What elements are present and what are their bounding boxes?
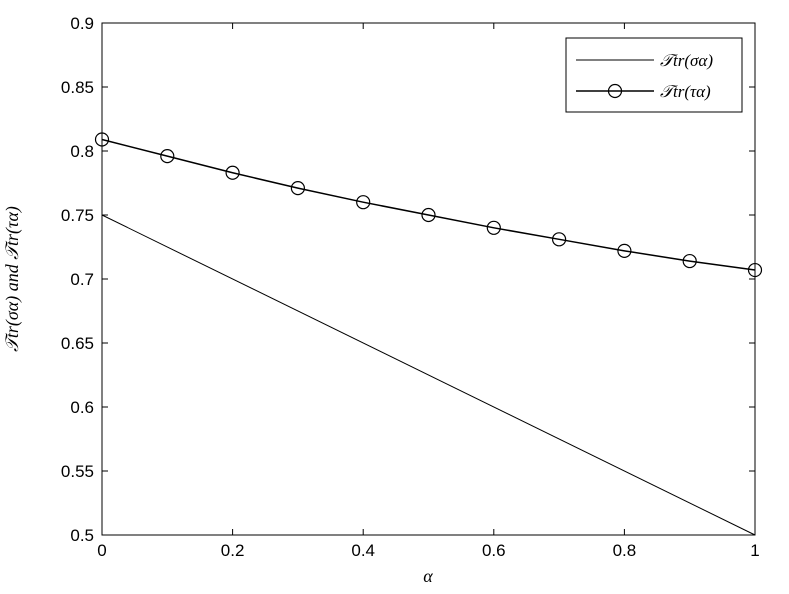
data-point (747, 262, 763, 278)
y-tick-label: 0.75 (61, 206, 94, 225)
data-point (421, 207, 436, 223)
data-point (486, 220, 501, 235)
x-tick-label: 0.2 (221, 541, 245, 560)
y-axis-label: 𝒯tr(σα) and 𝒯tr(τα) (2, 206, 23, 352)
data-point (225, 165, 240, 180)
data-point (160, 149, 175, 164)
legend-box (565, 37, 743, 113)
y-tick-label: 0.65 (61, 334, 94, 353)
series-layer (94, 132, 763, 536)
legend: 𝒯tr(σα) 𝒯tr(τα) (565, 37, 743, 113)
x-tick-label: 0.4 (351, 541, 375, 560)
x-tick-label: 1 (750, 541, 759, 560)
tick-labels: 0 0.2 0.4 0.6 0.8 1 0.5 0.55 0.6 0.65 0.7 0.75 0.8 0.… (61, 14, 760, 560)
data-point (682, 253, 697, 269)
data-point (356, 195, 371, 210)
x-tick-label: 0 (97, 541, 106, 560)
y-tick-label: 0.55 (61, 462, 94, 481)
legend-label-0: 𝒯tr(σα) (660, 51, 713, 70)
x-tick-label: 0.6 (482, 541, 506, 560)
y-tick-label: 0.6 (70, 398, 94, 417)
y-tick-label: 0.85 (61, 78, 94, 97)
series-line-1 (101, 138, 756, 271)
data-point (290, 181, 305, 196)
y-tick-label: 0.7 (70, 270, 94, 289)
data-point (617, 243, 632, 258)
data-point (551, 232, 567, 247)
y-tick-label: 0.5 (70, 526, 94, 545)
x-tick-label: 0.8 (613, 541, 637, 560)
legend-label-1: 𝒯tr(τα) (660, 82, 711, 101)
y-tick-label: 0.9 (70, 14, 94, 33)
data-point (94, 132, 110, 147)
x-axis-label: α (423, 566, 433, 586)
legend-marker-1 (607, 83, 623, 99)
series-line-0 (101, 214, 756, 536)
y-tick-label: 0.8 (70, 142, 94, 161)
